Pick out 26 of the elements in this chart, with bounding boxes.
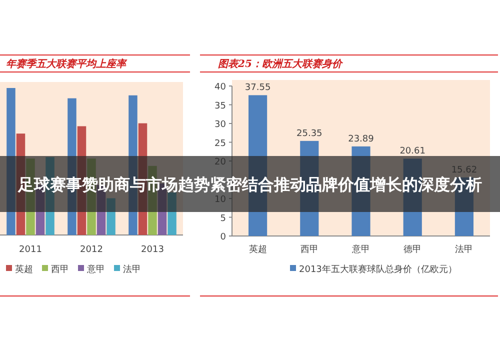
legend-label: 英超 — [15, 264, 33, 275]
chart-title: 图表25：欧洲五大联赛身价 — [218, 58, 344, 70]
x-tick-label: 2011 — [19, 245, 42, 255]
data-label: 20.61 — [400, 146, 426, 157]
x-tick-label: 意甲 — [351, 244, 370, 255]
legend-label: 2013年五大联赛球队总身价（亿欧元） — [299, 264, 457, 275]
chart-title: 年赛季五大联赛平均上座率 — [6, 58, 128, 70]
legend-label: 法甲 — [123, 264, 141, 275]
y-tick-label: 5 — [220, 214, 226, 224]
data-label: 37.55 — [244, 83, 271, 94]
legend-label: 意甲 — [86, 264, 105, 275]
data-label: 25.35 — [296, 128, 322, 139]
y-tick-label: 25 — [214, 138, 226, 149]
x-tick-label: 德甲 — [404, 244, 422, 255]
y-tick-label: 0 — [220, 232, 226, 242]
legend-label: 西甲 — [51, 265, 69, 275]
x-tick-label: 2013 — [141, 245, 164, 255]
x-tick-label: 法甲 — [455, 244, 474, 255]
x-tick-label: 西甲 — [300, 245, 318, 255]
text: 足球赛事赞助商与市场趋势紧密结合推动品牌价值增长的深度分析 — [17, 175, 482, 194]
x-tick-label: 英超 — [248, 244, 267, 255]
data-label: 23.89 — [348, 134, 374, 144]
x-tick-label: 2012 — [80, 245, 103, 255]
y-tick-label: 40 — [214, 82, 226, 92]
y-tick-label: 35 — [214, 101, 226, 112]
y-tick-label: 30 — [214, 120, 226, 130]
